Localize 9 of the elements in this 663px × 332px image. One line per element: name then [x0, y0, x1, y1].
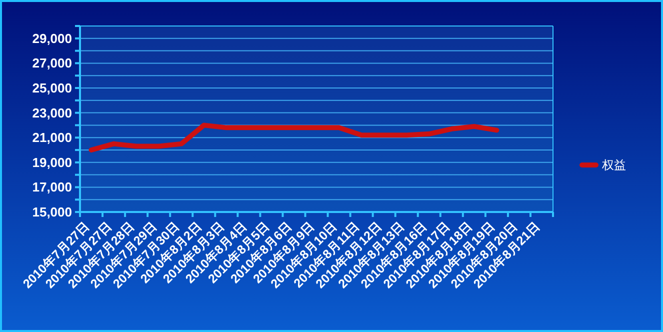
y-tick-label: 27,000 — [32, 56, 72, 71]
y-tick-label: 15,000 — [32, 204, 72, 220]
y-tick-label: 19,000 — [32, 154, 72, 170]
y-tick-label: 29,000 — [32, 30, 72, 46]
legend-label: 权益 — [601, 158, 626, 172]
y-tick-label: 23,000 — [32, 105, 72, 120]
y-tick-label: 21,000 — [32, 130, 72, 146]
y-tick-label: 17,000 — [32, 180, 72, 195]
y-tick-label: 25,000 — [32, 80, 72, 96]
